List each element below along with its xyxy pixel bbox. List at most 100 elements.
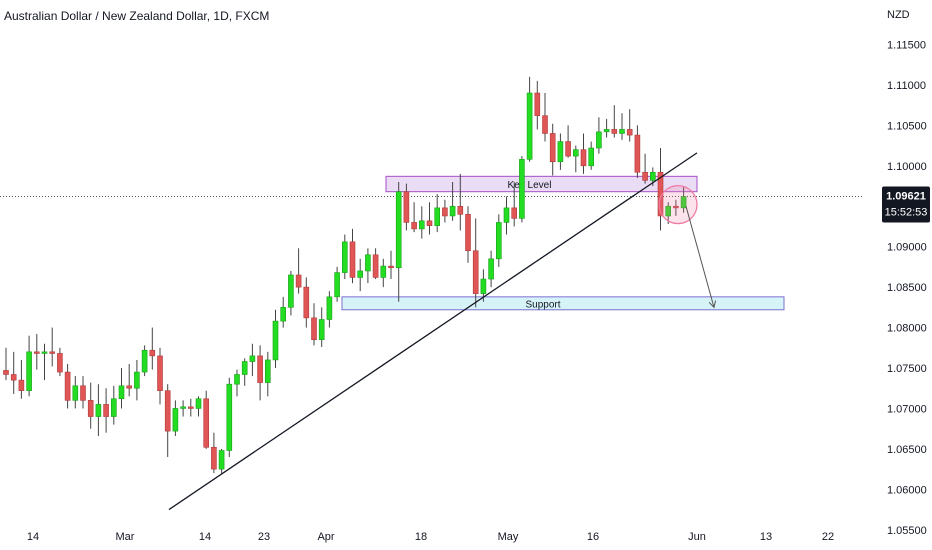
candle[interactable]: [257, 345, 263, 401]
candle[interactable]: [349, 228, 356, 284]
candles[interactable]: [3, 76, 687, 474]
candle[interactable]: [534, 80, 541, 130]
candle[interactable]: [457, 173, 464, 231]
candle[interactable]: [72, 376, 79, 409]
candle[interactable]: [180, 400, 186, 417]
candle[interactable]: [403, 183, 410, 231]
candle[interactable]: [172, 400, 179, 436]
candle[interactable]: [3, 347, 9, 381]
projection-arrow[interactable]: [685, 206, 715, 308]
candle[interactable]: [442, 199, 448, 223]
candle[interactable]: [26, 335, 32, 397]
candle[interactable]: [619, 113, 625, 140]
candle[interactable]: [33, 334, 40, 370]
time-axis[interactable]: 14 Mar 14 23 Apr 18 May 16 Jun 13 22: [27, 531, 834, 543]
candle[interactable]: [118, 368, 125, 409]
candle[interactable]: [588, 141, 595, 170]
candle[interactable]: [18, 359, 25, 399]
candle[interactable]: [449, 181, 456, 221]
candle[interactable]: [357, 258, 364, 292]
candle[interactable]: [80, 376, 86, 409]
candle[interactable]: [311, 303, 317, 346]
candle[interactable]: [572, 145, 579, 173]
candle[interactable]: [218, 448, 225, 474]
candle[interactable]: [465, 206, 471, 263]
candle[interactable]: [318, 307, 325, 347]
candle[interactable]: [341, 234, 348, 280]
candle[interactable]: [134, 359, 140, 401]
candle[interactable]: [157, 347, 163, 405]
candle[interactable]: [241, 358, 248, 386]
candle[interactable]: [580, 133, 587, 174]
highlight-circle[interactable]: [658, 184, 698, 225]
price-axis[interactable]: 1.11500 1.11000 1.10500 1.10000 1.09000 1.085…: [887, 39, 927, 536]
candle[interactable]: [511, 181, 518, 227]
candle[interactable]: [264, 351, 271, 397]
candle[interactable]: [557, 133, 564, 170]
candle[interactable]: [503, 196, 510, 235]
candle[interactable]: [41, 343, 48, 381]
candle[interactable]: [434, 194, 441, 233]
candle[interactable]: [149, 327, 156, 370]
candle[interactable]: [426, 202, 433, 235]
candle[interactable]: [634, 125, 641, 178]
candle[interactable]: [411, 202, 417, 233]
candle-body: [395, 191, 402, 269]
trendline[interactable]: [168, 152, 698, 511]
candle[interactable]: [57, 347, 63, 377]
candle[interactable]: [549, 123, 556, 176]
candle[interactable]: [211, 432, 217, 474]
candle[interactable]: [326, 291, 333, 328]
candle[interactable]: [195, 396, 202, 417]
candle[interactable]: [388, 250, 394, 280]
candle[interactable]: [249, 343, 256, 377]
candle-body: [649, 171, 656, 181]
candle[interactable]: [603, 118, 610, 138]
candle[interactable]: [626, 109, 633, 142]
support-zone[interactable]: [341, 296, 785, 311]
candle[interactable]: [642, 153, 648, 184]
candle[interactable]: [657, 148, 664, 231]
candle[interactable]: [103, 388, 109, 433]
candle[interactable]: [542, 93, 548, 142]
candle[interactable]: [526, 76, 533, 162]
candle[interactable]: [49, 327, 56, 367]
candle[interactable]: [95, 384, 102, 436]
candle[interactable]: [488, 250, 494, 288]
candle[interactable]: [234, 369, 240, 397]
candle[interactable]: [126, 363, 132, 397]
candle[interactable]: [295, 248, 302, 294]
candle[interactable]: [680, 186, 687, 213]
candle[interactable]: [288, 270, 294, 316]
candle[interactable]: [141, 345, 148, 377]
candle[interactable]: [64, 363, 71, 409]
candle[interactable]: [611, 105, 618, 138]
candle[interactable]: [472, 218, 479, 308]
candle[interactable]: [596, 117, 602, 154]
candle[interactable]: [365, 248, 371, 284]
candle-body: [188, 406, 194, 409]
candle[interactable]: [10, 351, 17, 394]
candle[interactable]: [226, 377, 233, 457]
candle[interactable]: [380, 258, 387, 288]
candle[interactable]: [164, 384, 171, 457]
candle[interactable]: [203, 390, 209, 449]
candle[interactable]: [418, 206, 425, 239]
candle[interactable]: [395, 181, 402, 302]
candle[interactable]: [372, 248, 379, 280]
candle[interactable]: [565, 125, 571, 158]
candle[interactable]: [188, 398, 194, 417]
candle[interactable]: [272, 309, 279, 369]
candle[interactable]: [495, 214, 502, 267]
candle[interactable]: [111, 385, 117, 425]
time-tick-label: 14: [27, 531, 39, 543]
candle[interactable]: [519, 156, 525, 223]
candle[interactable]: [87, 382, 94, 429]
candle[interactable]: [480, 269, 487, 302]
candle[interactable]: [673, 199, 679, 216]
candle[interactable]: [334, 266, 340, 302]
candle[interactable]: [280, 296, 287, 328]
candle[interactable]: [303, 277, 310, 328]
key-level-zone[interactable]: [385, 175, 698, 193]
